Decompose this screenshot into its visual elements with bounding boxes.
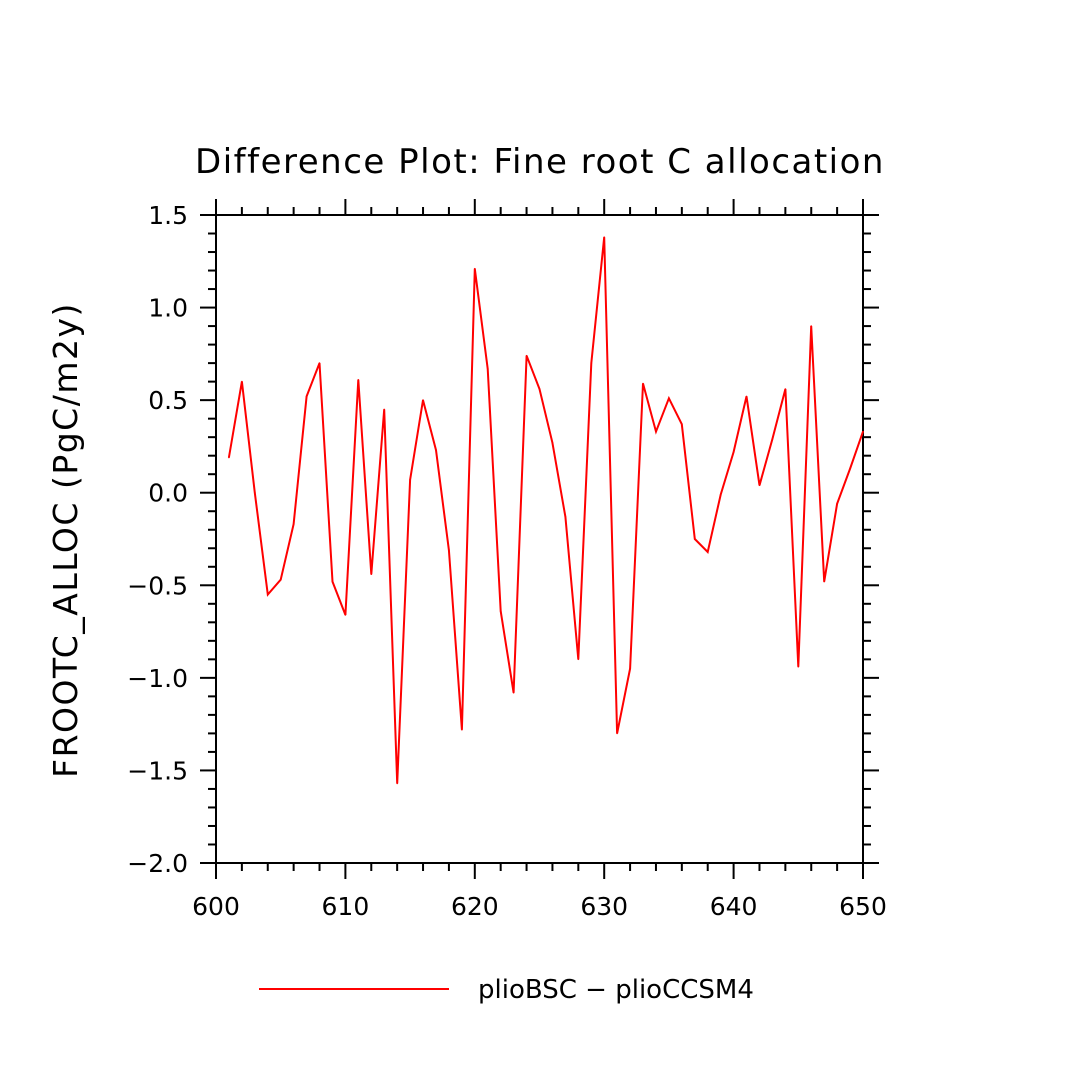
data-point [706, 551, 709, 553]
y-tick-label: −0.5 [127, 571, 188, 600]
data-point [305, 395, 308, 398]
data-point [292, 523, 295, 525]
data-point [642, 382, 644, 385]
data-point [499, 610, 502, 612]
legend-label: plioBSC − plioCCSM4 [478, 975, 754, 1005]
data-point [318, 362, 321, 364]
data-point [732, 451, 735, 453]
data-point [810, 325, 812, 327]
data-point [745, 395, 748, 398]
data-point [590, 362, 593, 364]
data-point [784, 388, 787, 390]
data-point [616, 732, 618, 735]
y-tick-label: −2.0 [127, 849, 188, 878]
chart-title: Difference Plot: Fine root C allocation [195, 142, 885, 182]
y-tick-label: 1.0 [148, 294, 188, 323]
axes: 600 610 620 630 640 650 −2.0 −1.5 −1.0 −0.5 0.0 0.5… [127, 199, 887, 921]
x-tick-label: 640 [710, 892, 758, 921]
x-tick-label: 630 [580, 892, 628, 921]
data-point [228, 456, 230, 459]
data-point [422, 399, 424, 401]
data-point [655, 430, 657, 433]
data-point [279, 578, 282, 581]
y-tick-label: −1.5 [127, 756, 188, 785]
data-point [577, 658, 580, 661]
data-point [823, 580, 825, 583]
data-point [525, 354, 528, 357]
x-tick-label: 650 [839, 892, 887, 921]
data-point [254, 491, 256, 494]
data-point [719, 493, 722, 496]
x-tick-label: 610 [322, 892, 370, 921]
data-point [241, 380, 243, 383]
data-point [409, 479, 411, 481]
data-point [758, 484, 761, 487]
data-point [267, 593, 269, 596]
data-point [474, 267, 476, 270]
data-point [862, 430, 864, 433]
data-point [836, 503, 838, 505]
plot-frame [215, 214, 864, 864]
series-line [227, 237, 864, 784]
data-point [564, 516, 567, 518]
data-point [512, 691, 515, 694]
data-point [448, 549, 450, 551]
data-point [331, 580, 334, 583]
data-point [344, 614, 347, 616]
data-point [383, 408, 386, 411]
data-point [797, 665, 800, 668]
x-tick-label: 620 [451, 892, 499, 921]
data-point [538, 388, 541, 390]
data-point [461, 728, 463, 731]
data-point [668, 397, 670, 400]
data-point [370, 573, 373, 575]
data-point [681, 423, 683, 426]
data-point [486, 367, 489, 370]
data-point [551, 441, 554, 444]
data-point [396, 782, 399, 785]
data-point [357, 379, 360, 381]
y-tick-label: 0.5 [148, 386, 188, 415]
data-point [603, 236, 605, 238]
x-tick-label: 600 [192, 892, 240, 921]
y-axis-label: FROOTC_ALLOC (PgC/m2y) [46, 302, 85, 778]
data-point [694, 538, 696, 540]
data-point [435, 449, 437, 451]
data-point [849, 467, 851, 470]
data-point [629, 667, 631, 670]
y-tick-label: 1.5 [148, 201, 188, 230]
data-point [771, 438, 774, 440]
y-tick-label: 0.0 [148, 479, 188, 508]
series-group [227, 236, 864, 785]
y-tick-label: −1.0 [127, 664, 188, 693]
legend: plioBSC − plioCCSM4 [259, 975, 754, 1005]
